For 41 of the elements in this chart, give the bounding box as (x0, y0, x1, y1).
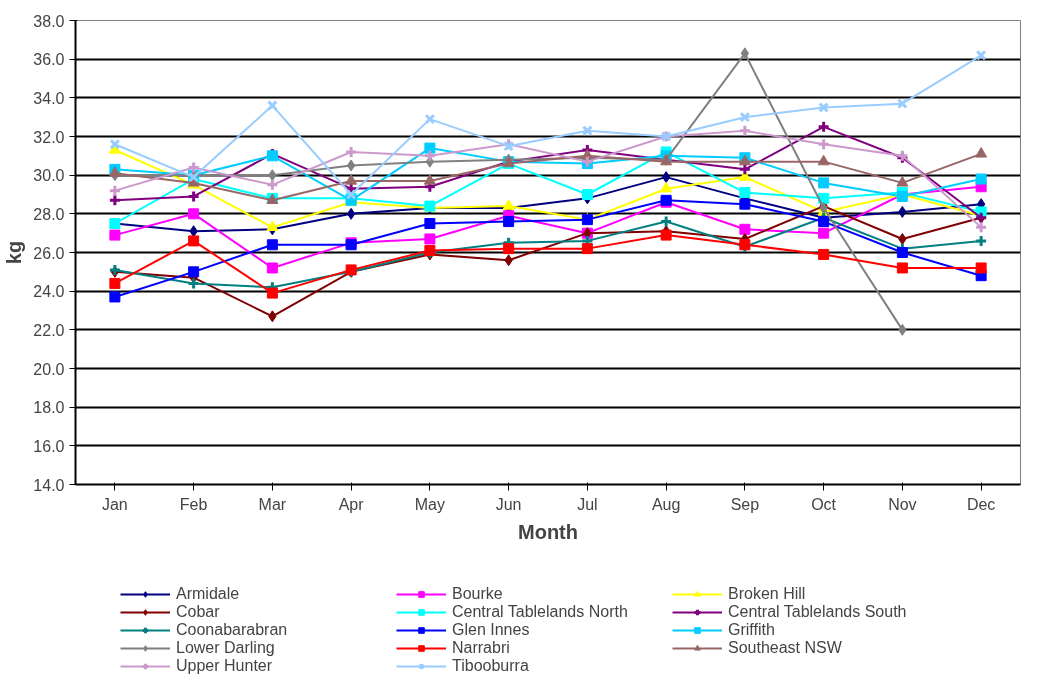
x-tick-label: Feb (179, 495, 208, 513)
legend-label: Central Tablelands North (452, 603, 629, 621)
x-tick-label: Oct (811, 495, 837, 513)
legend-label: Broken Hill (728, 585, 807, 603)
x-tick-label: Apr (338, 495, 365, 513)
x-tick-label: Jan (101, 495, 128, 513)
y-tick-label: 32.0 (33, 128, 65, 146)
x-tick-label: Aug (651, 495, 681, 513)
legend-label: Griffith (728, 621, 776, 639)
legend-label: Southeast NSW (728, 639, 843, 657)
legend-label: Coonabarabran (176, 621, 289, 639)
x-tick-label: Nov (888, 495, 917, 513)
legend-label: Armidale (176, 585, 241, 603)
y-tick-label: 36.0 (33, 51, 65, 69)
y-tick-label: 16.0 (33, 437, 65, 455)
y-tick-label: 26.0 (33, 244, 65, 262)
legend-label: Bourke (452, 585, 504, 603)
y-tick-label: 38.0 (33, 12, 65, 30)
x-tick-label: Dec (966, 495, 996, 513)
x-tick-label: Mar (258, 495, 287, 513)
x-tick-label: May (414, 495, 445, 513)
x-tick-label: Jul (577, 495, 598, 513)
legend-label: Tibooburra (452, 657, 530, 675)
y-tick-label: 22.0 (33, 321, 65, 339)
y-tick-label: 28.0 (33, 205, 65, 223)
y-tick-label: 30.0 (33, 167, 65, 185)
x-tick-label: Jun (495, 495, 522, 513)
y-axis-title: kg (3, 240, 26, 265)
legend-label: Central Tablelands South (728, 603, 908, 621)
y-tick-label: 20.0 (33, 360, 65, 378)
y-tick-label: 24.0 (33, 283, 65, 301)
x-axis-title: Month (518, 520, 578, 543)
y-tick-label: 14.0 (33, 476, 65, 494)
legend-label: Cobar (176, 603, 221, 621)
legend-label: Glen Innes (452, 621, 531, 639)
y-tick-label: 18.0 (33, 399, 65, 417)
legend-label: Lower Darling (176, 639, 276, 657)
x-tick-label: Sep (730, 495, 760, 513)
y-tick-label: 34.0 (33, 89, 65, 107)
legend-label: Narrabri (452, 639, 511, 657)
legend-label: Upper Hunter (176, 657, 274, 675)
